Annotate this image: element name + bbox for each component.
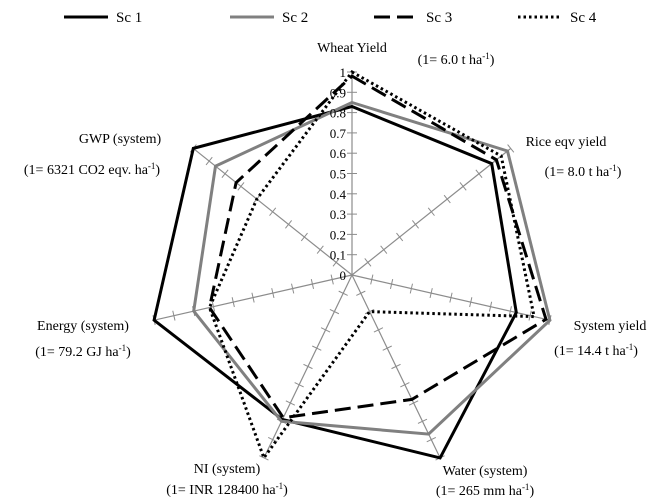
radar-series: [152, 70, 552, 462]
tick-gwp-system-4: [285, 220, 293, 229]
tick-ni-system-5: [303, 363, 313, 370]
series-sc-4: [207, 70, 536, 462]
tick-label-6: 0.6: [330, 146, 347, 161]
radar-spokes: [153, 72, 551, 459]
tick-ni-system-2: [329, 308, 340, 315]
axis-label-energy-system: Energy (system): [37, 319, 129, 334]
tick-system-yield-2: [389, 279, 394, 290]
tick-rice-eqv-yield-2: [380, 245, 388, 254]
tick-ni-system-4: [312, 345, 322, 351]
tick-system-yield-4: [429, 288, 433, 299]
tick-energy-system-2: [310, 279, 315, 290]
tick-ni-system-7: [285, 400, 296, 406]
tick-label-4: 0.4: [330, 187, 347, 202]
tick-rice-eqv-yield-4: [411, 220, 419, 229]
tick-energy-system-9: [172, 310, 176, 321]
tick-system-yield-9: [528, 310, 532, 321]
tick-water-system-2: [364, 308, 375, 315]
tick-rice-eqv-yield-5: [427, 207, 435, 216]
radar-ticks: [152, 71, 552, 461]
legend-label-sc-2: Sc 2: [282, 10, 308, 26]
tick-water-system-5: [391, 363, 401, 370]
tick-ni-system-6: [294, 382, 304, 388]
tick-energy-system-5: [251, 292, 255, 303]
legend-item-sc-1: Sc 1: [64, 10, 142, 26]
axis-label-gwp-system: GWP (system): [79, 132, 162, 147]
tick-gwp-system-8: [221, 169, 229, 178]
tick-rice-eqv-yield-6: [443, 194, 451, 204]
tick-label-9: 0.9: [330, 85, 346, 100]
axis-label-system-yield: System yield: [574, 319, 647, 334]
tick-energy-system-1: [330, 274, 334, 285]
axis-unit-rice-eqv-yield: (1= 8.0 t ha-1): [545, 163, 622, 180]
tick-gwp-system-1: [332, 258, 340, 267]
series-sc-2: [192, 100, 552, 436]
tick-water-system-8: [417, 418, 428, 424]
tick-gwp-system-3: [300, 232, 308, 242]
tick-system-yield-6: [469, 297, 473, 308]
tick-water-system-3: [373, 327, 384, 333]
tick-water-system-7: [408, 400, 419, 406]
legend: Sc 1 Sc 2 Sc 3 Sc 4: [64, 10, 597, 26]
tick-rice-eqv-yield-8: [475, 169, 483, 178]
series-sc-3: [207, 74, 548, 420]
tick-rice-eqv-yield-10: [507, 144, 515, 153]
tick-system-yield-1: [370, 274, 374, 285]
axis-unit-ni-system: (1= INR 128400 ha-1): [166, 481, 288, 498]
legend-item-sc-2: Sc 2: [230, 10, 308, 26]
legend-item-sc-4: Sc 4: [518, 10, 597, 26]
axis-unit-wheat-yield: (1= 6.0 t ha-1): [418, 51, 495, 68]
tick-label-10: 1: [340, 65, 347, 80]
radar-axis-labels: Wheat Yield (1= 6.0 t ha-1) Rice eqv yield…: [24, 41, 646, 499]
tick-system-yield-3: [409, 283, 413, 294]
axis-label-rice-eqv-yield: Rice eqv yield: [526, 135, 607, 150]
legend-label-sc-3: Sc 3: [426, 10, 452, 26]
axis-label-ni-system: NI (system): [194, 462, 261, 477]
axis-unit-gwp-system: (1= 6321 CO2 eqv. ha-1): [24, 161, 161, 178]
legend-label-sc-1: Sc 1: [116, 10, 142, 26]
tick-energy-system-4: [271, 288, 275, 299]
tick-gwp-system-2: [316, 245, 324, 254]
tick-gwp-system-9: [205, 156, 213, 166]
tick-ni-system-9: [268, 436, 278, 443]
tick-energy-system-6: [231, 297, 235, 308]
tick-system-yield-5: [449, 292, 453, 303]
tick-energy-system-3: [291, 283, 295, 294]
tick-system-yield-7: [488, 301, 493, 312]
tick-gwp-system-5: [269, 207, 277, 216]
tick-rice-eqv-yield-3: [396, 232, 404, 242]
tick-ni-system-1: [338, 290, 348, 296]
axis-label-wheat-yield: Wheat Yield: [317, 41, 387, 56]
legend-label-sc-4: Sc 4: [570, 10, 597, 26]
tick-label-8: 0.8: [330, 106, 346, 121]
axis-unit-energy-system: (1= 79.2 GJ ha-1): [35, 343, 131, 360]
tick-label-0: 0: [340, 268, 347, 283]
axis-unit-system-yield: (1= 14.4 t ha-1): [554, 342, 638, 359]
tick-water-system-1: [356, 290, 366, 296]
tick-water-system-4: [382, 345, 392, 351]
tick-label-1: 0.1: [330, 248, 346, 263]
tick-label-5: 0.5: [330, 167, 346, 182]
tick-rice-eqv-yield-1: [364, 258, 372, 267]
tick-energy-system-7: [211, 301, 216, 312]
tick-label-3: 0.3: [330, 207, 346, 222]
tick-label-7: 0.7: [330, 126, 347, 141]
tick-water-system-9: [426, 436, 436, 443]
tick-gwp-system-7: [237, 182, 245, 191]
axis-unit-water-system: (1= 265 mm ha-1): [436, 482, 535, 499]
radar-tick-labels: 0 0.1 0.2 0.3 0.4 0.5 0.6 0.7 0.8 0.9 1: [330, 65, 347, 283]
tick-label-2: 0.2: [330, 227, 346, 242]
tick-ni-system-10: [259, 455, 269, 461]
tick-ni-system-3: [320, 327, 331, 333]
tick-water-system-6: [400, 382, 410, 388]
series-sc-1: [152, 104, 518, 460]
tick-rice-eqv-yield-7: [459, 182, 467, 191]
legend-item-sc-3: Sc 3: [374, 10, 452, 26]
axis-label-water-system: Water (system): [443, 464, 528, 479]
